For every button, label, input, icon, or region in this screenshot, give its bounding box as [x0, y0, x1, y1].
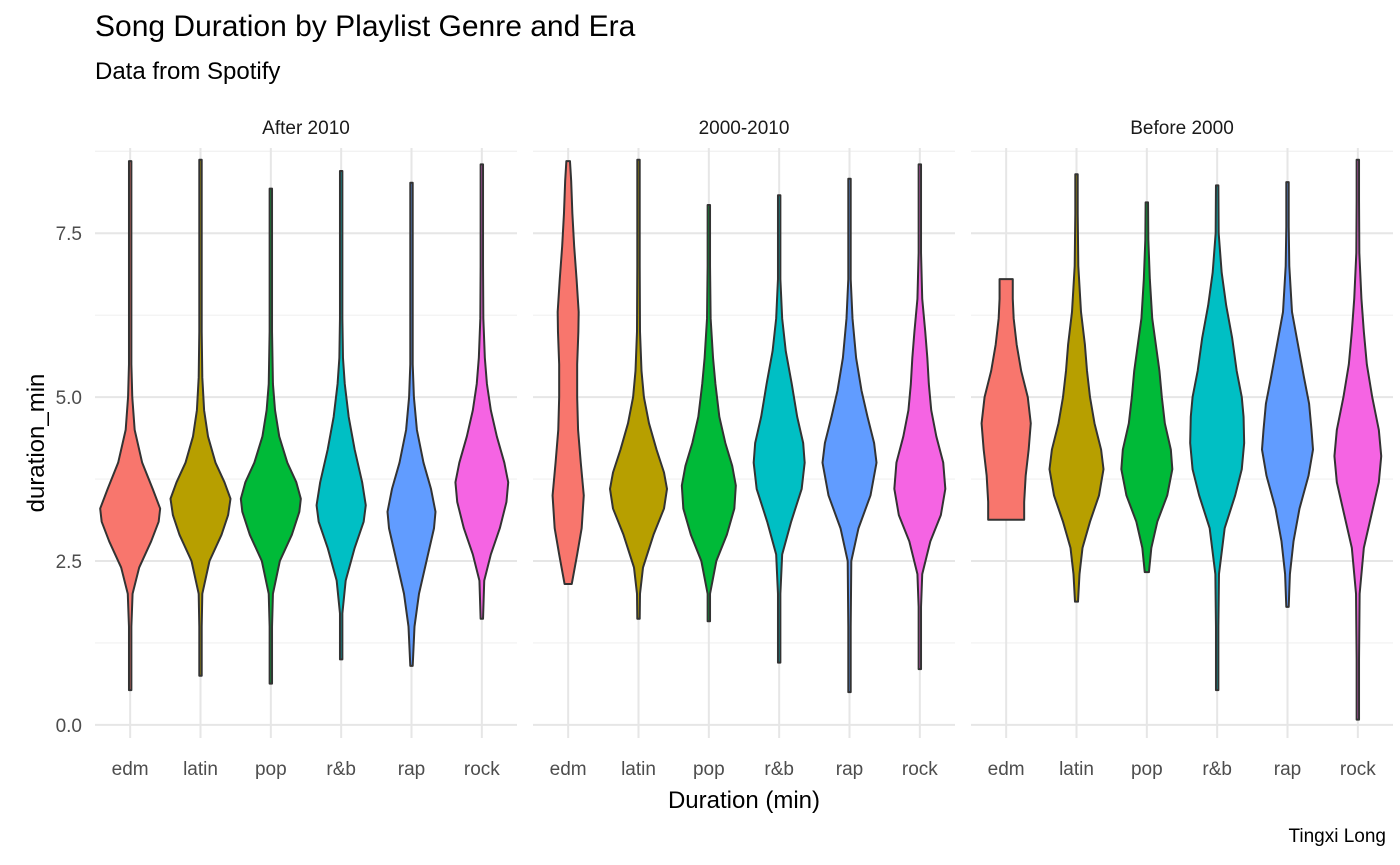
violin-2000-2010-edm [551, 160, 585, 585]
violin-before-2000-rap [1261, 181, 1314, 608]
facet-label-after-2010: After 2010 [262, 118, 350, 139]
violin-2000-2010-rap [821, 177, 878, 694]
chart-title: Song Duration by Playlist Genre and Era [95, 10, 636, 43]
x-tick-label-before-2000-rock: rock [1340, 759, 1376, 780]
x-tick-label-after-2010-pop: pop [255, 759, 287, 780]
x-tick-label-2000-2010-rap: rap [836, 759, 863, 780]
chart-caption: Tingxi Long [1288, 826, 1386, 847]
x-tick-label-after-2010-rock: rock [464, 759, 500, 780]
y-tick-label-2-5: 2.5 [56, 552, 82, 573]
x-tick-label-2000-2010-pop: pop [693, 759, 725, 780]
chart-subtitle: Data from Spotify [95, 58, 281, 85]
violin-before-2000-latin [1048, 173, 1105, 603]
violin-before-2000-randb [1189, 184, 1246, 692]
violin-after-2010-randb [315, 169, 367, 661]
violin-2000-2010-pop [680, 204, 737, 623]
violin-after-2010-rap [386, 181, 437, 667]
y-tick-label-0-0: 0.0 [56, 716, 82, 737]
violin-2000-2010-rock [893, 163, 947, 671]
x-tick-label-after-2010-rap: rap [398, 759, 425, 780]
x-tick-label-2000-2010-edm: edm [550, 759, 587, 780]
facet-label-before-2000: Before 2000 [1130, 118, 1234, 139]
y-tick-label-7-5: 7.5 [56, 224, 82, 245]
violin-after-2010-latin [169, 158, 232, 677]
x-tick-label-after-2010-latin: latin [183, 759, 218, 780]
violin-before-2000-rock [1333, 158, 1383, 721]
y-tick-label-5-0: 5.0 [56, 388, 82, 409]
x-tick-label-before-2000-edm: edm [988, 759, 1025, 780]
x-tick-label-2000-2010-latin: latin [621, 759, 656, 780]
violin-2000-2010-randb [752, 194, 806, 664]
y-axis-title: duration_min [23, 374, 50, 513]
x-tick-label-before-2000-pop: pop [1131, 759, 1163, 780]
x-tick-label-2000-2010-rock: rock [902, 759, 938, 780]
x-tick-label-before-2000-latin: latin [1059, 759, 1094, 780]
x-tick-label-after-2010-edm: edm [112, 759, 149, 780]
x-tick-label-2000-2010-randb: r&b [764, 759, 794, 780]
violin-after-2010-edm [99, 160, 162, 692]
x-axis-title: Duration (min) [668, 787, 820, 814]
facet-label-2000-2010: 2000-2010 [699, 118, 790, 139]
x-tick-label-before-2000-rap: rap [1274, 759, 1301, 780]
x-tick-label-before-2000-randb: r&b [1202, 759, 1232, 780]
violin-before-2000-edm [980, 278, 1032, 521]
violin-after-2010-pop [239, 187, 302, 685]
violin-2000-2010-latin [609, 158, 668, 620]
violin-before-2000-pop [1120, 201, 1174, 574]
x-tick-label-after-2010-randb: r&b [326, 759, 356, 780]
violin-after-2010-rock [454, 163, 510, 620]
